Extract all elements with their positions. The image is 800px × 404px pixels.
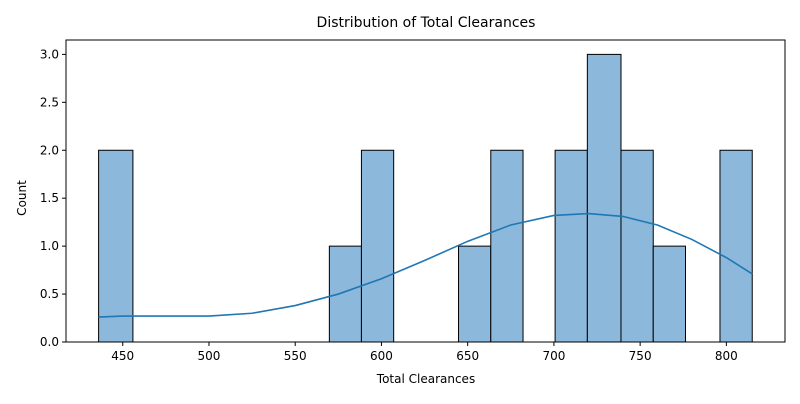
y-tick-label: 3.0 (40, 47, 59, 61)
histogram-bar (620, 149, 654, 343)
x-tick-label: 600 (370, 349, 393, 363)
histogram-bar (98, 149, 134, 343)
chart-title: Distribution of Total Clearances (317, 15, 536, 31)
histogram-bar (586, 53, 622, 343)
x-axis-label: Total Clearances (376, 372, 475, 386)
y-tick-label: 0.5 (40, 287, 59, 301)
x-tick-label: 450 (111, 349, 134, 363)
histogram-bar (458, 245, 492, 343)
x-tick-label: 800 (715, 349, 738, 363)
y-tick-label: 1.5 (40, 191, 59, 205)
x-tick-label: 750 (629, 349, 652, 363)
histogram-bar (360, 149, 395, 343)
x-ticks: 450 500 550 600 650 700 750 800 (111, 342, 738, 363)
histogram-bar (554, 149, 588, 343)
plot-frame (65, 39, 786, 343)
y-tick-label: 2.5 (40, 95, 59, 109)
histogram-bar (652, 245, 686, 343)
bars-layer (98, 53, 753, 343)
histogram-bar (490, 149, 524, 343)
histogram-bar (719, 149, 753, 343)
x-tick-label: 550 (284, 349, 307, 363)
y-tick-label: 0.0 (40, 335, 59, 349)
y-ticks: 0.0 0.5 1.0 1.5 2.0 2.5 3.0 (40, 47, 66, 349)
kde-curve (98, 212, 753, 318)
y-tick-label: 1.0 (40, 239, 59, 253)
y-axis-label: Count (15, 180, 29, 216)
x-tick-label: 700 (542, 349, 565, 363)
x-tick-label: 500 (198, 349, 221, 363)
x-tick-label: 650 (456, 349, 479, 363)
histogram-bar (328, 245, 362, 343)
y-tick-label: 2.0 (40, 143, 59, 157)
axes-frame (65, 39, 786, 343)
